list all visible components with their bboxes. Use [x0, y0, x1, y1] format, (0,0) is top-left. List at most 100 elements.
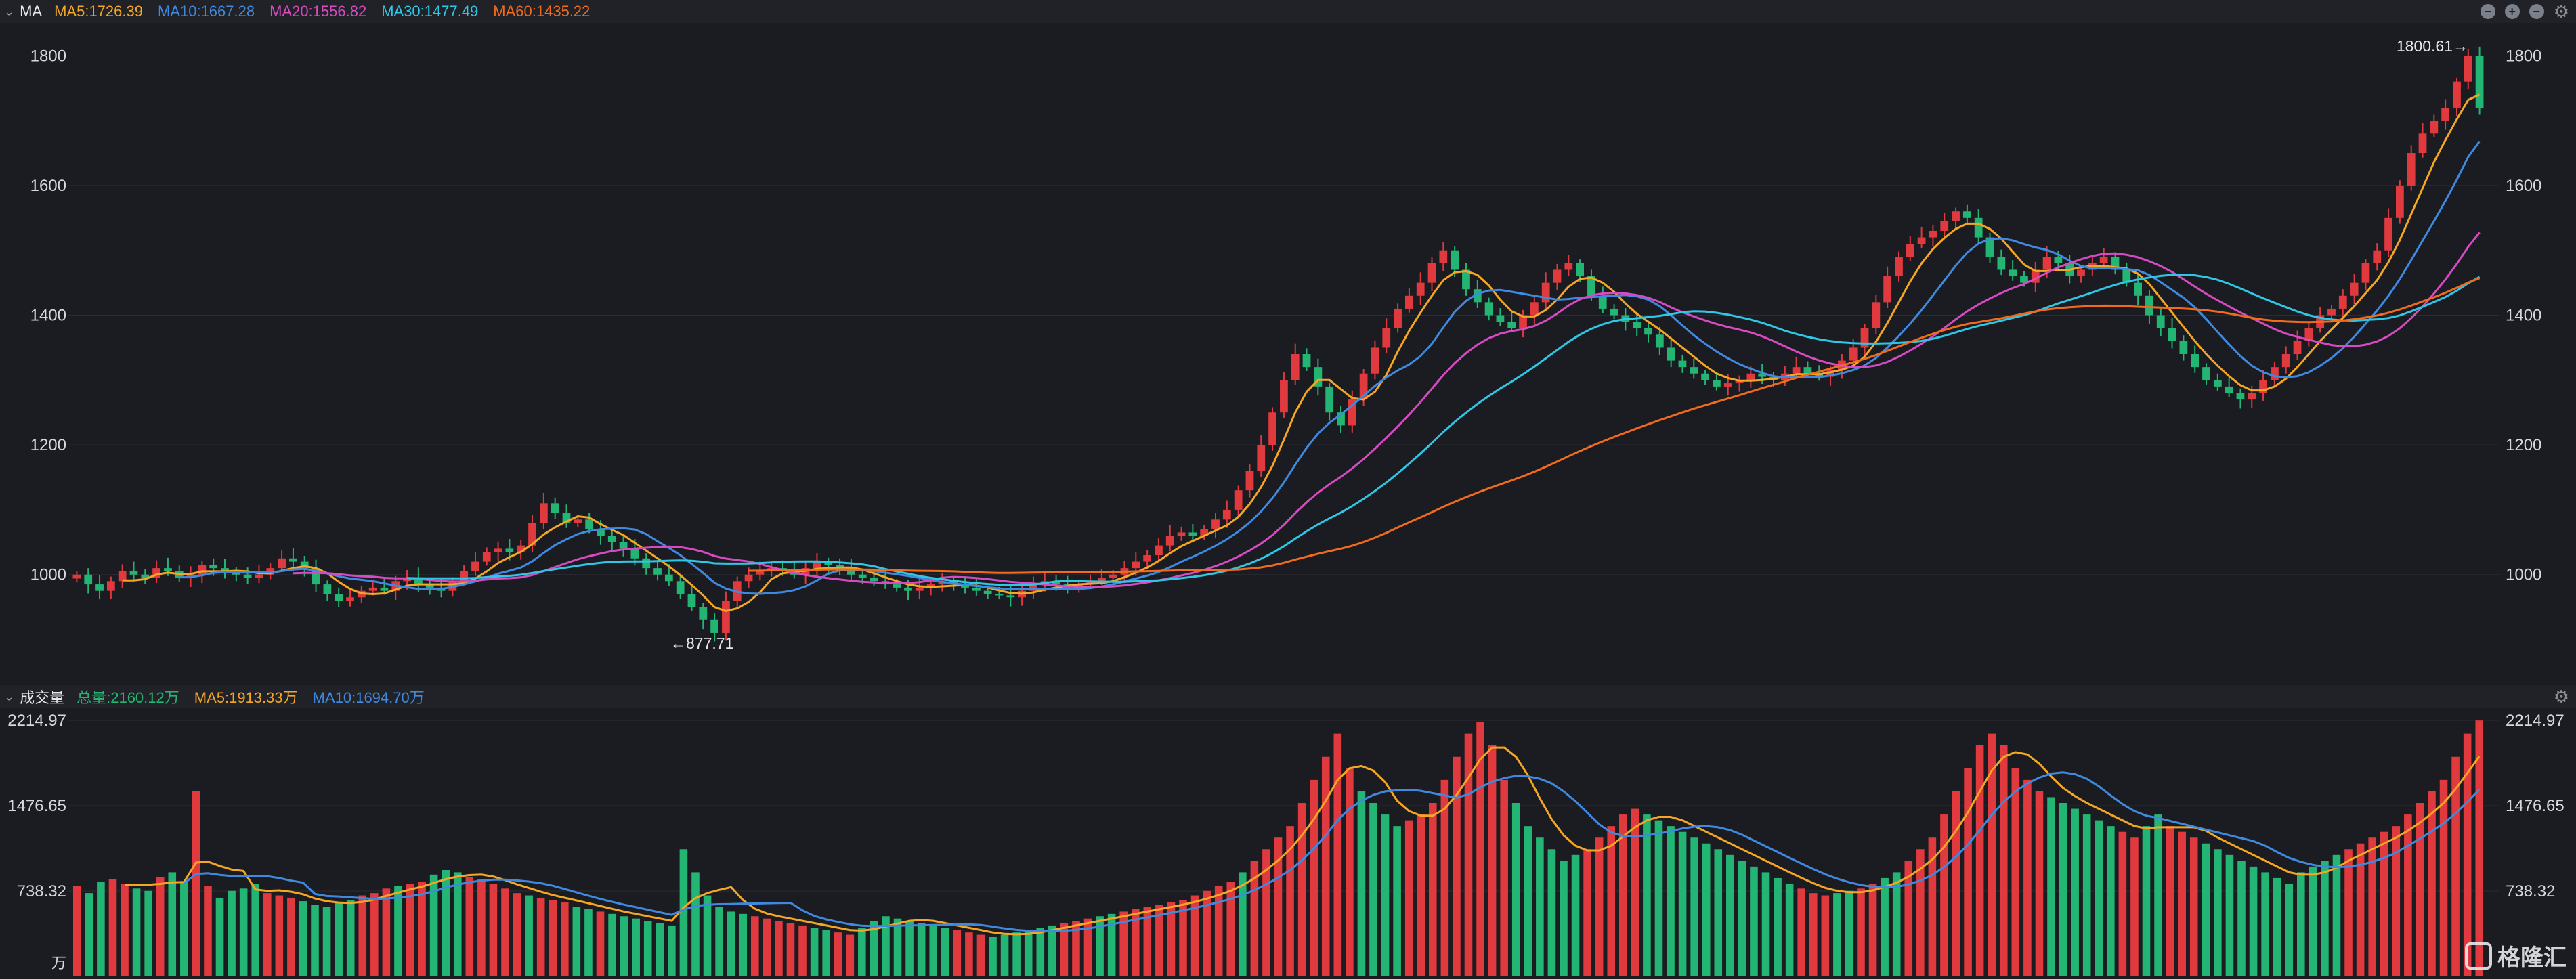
volume-bar: [536, 897, 545, 976]
volume-bar: [1476, 722, 1484, 976]
volume-bar: [1547, 849, 1556, 976]
y-tick-left: 1476.65: [7, 797, 66, 815]
volume-bar: [2214, 849, 2222, 976]
candle: [403, 578, 411, 582]
candlestick-chart[interactable]: 1800 1600 1400 1200 1000 1800 1600 1400 1200 100…: [0, 23, 2576, 685]
volume-bar: [513, 893, 521, 976]
volume-bar: [180, 882, 188, 976]
volume-bar: [1488, 745, 1497, 976]
candle: [687, 594, 696, 607]
volume-bar: [703, 895, 712, 976]
volume-bar: [1714, 849, 1723, 976]
volume-bar: [1357, 791, 1366, 976]
volume-bar: [596, 911, 605, 976]
volume-bar: [1821, 895, 1830, 976]
volume-bar: [2321, 861, 2329, 976]
volume-bar: [763, 918, 771, 976]
volume-bar: [1286, 826, 1294, 976]
watermark-text: 格隆汇: [2497, 945, 2567, 971]
candle: [494, 548, 502, 552]
ma30-indicator: MA30:1477.49: [381, 3, 479, 20]
volume-bar: [905, 921, 914, 976]
collapse-chevron-icon[interactable]: ⌄: [4, 4, 15, 18]
candle: [2042, 257, 2051, 270]
candle: [1883, 276, 1892, 303]
ma5-indicator: MA5:1726.39: [54, 3, 143, 20]
candle: [744, 574, 753, 582]
candle: [1416, 282, 1425, 296]
y-tick-right: 1476.65: [2506, 797, 2564, 815]
candle: [2453, 81, 2461, 108]
volume-bar: [1654, 820, 1663, 976]
candle: [2350, 282, 2359, 296]
candle: [209, 565, 218, 569]
candle: [414, 578, 423, 585]
volume-bar: [1083, 918, 1092, 976]
candle: [1291, 354, 1300, 380]
volume-bar: [1333, 733, 1342, 976]
candle: [2418, 133, 2427, 154]
plus-icon[interactable]: +: [2504, 4, 2520, 19]
ma-line: [748, 277, 2481, 574]
volume-bar: [2118, 831, 2127, 976]
volume-bar: [810, 928, 819, 976]
candle: [1655, 334, 1664, 348]
volume-bar: [2095, 820, 2103, 976]
candle: [152, 568, 161, 578]
volume-bar: [1702, 843, 1711, 976]
volume-bar: [1511, 803, 1520, 976]
candle: [813, 561, 821, 569]
minus-icon[interactable]: −: [2480, 4, 2495, 19]
volume-bar: [1726, 854, 1734, 976]
collapse-chevron-icon[interactable]: ⌄: [4, 689, 15, 703]
candle: [1314, 367, 1323, 387]
candle: [368, 587, 377, 591]
candle: [505, 548, 514, 552]
candle: [574, 519, 582, 523]
volume-bar: [834, 932, 842, 976]
ma-line: [293, 232, 2481, 588]
volume-bar: [465, 877, 474, 976]
volume-bar: [442, 869, 450, 976]
volume-bar: [2237, 861, 2246, 976]
volume-bar: [2463, 733, 2472, 976]
candle: [2111, 257, 2120, 270]
volume-bar: [893, 918, 902, 976]
ma-line: [179, 140, 2481, 595]
candle: [1029, 584, 1037, 591]
y-tick-right: 1600: [2506, 177, 2541, 195]
volume-chart[interactable]: 2214.97 1476.65 738.32 2214.97 1476.65 738.3…: [0, 708, 2576, 979]
volume-bar: [1250, 861, 1259, 976]
volume-bar: [2368, 837, 2376, 976]
volume-bar: [204, 886, 212, 976]
volume-bar: [1000, 934, 1009, 976]
volume-bar: [561, 902, 569, 976]
candle: [1564, 263, 1573, 270]
volume-bar: [1845, 890, 1853, 976]
candle: [1371, 347, 1379, 374]
candle: [2293, 341, 2302, 354]
candle: [1382, 328, 1391, 348]
candle: [995, 594, 1004, 596]
volume-bar: [2380, 831, 2388, 976]
ma-line: [122, 93, 2481, 612]
candle: [562, 513, 571, 523]
candle: [129, 571, 138, 575]
gear-icon[interactable]: ⚙: [2553, 687, 2569, 707]
volume-bar: [228, 890, 236, 976]
volume-bar: [917, 923, 926, 976]
volume-bar: [418, 882, 426, 976]
volume-bar: [1464, 733, 1473, 976]
candle: [722, 601, 730, 633]
volume-bar: [1738, 861, 1746, 976]
y-tick-left: 2214.97: [7, 712, 66, 730]
volume-bar: [1369, 803, 1377, 976]
volume-bar: [2082, 814, 2091, 976]
volume-unit-label: 万: [51, 955, 66, 972]
volume-bar: [1346, 768, 1354, 976]
minus-circle-icon[interactable]: −: [2529, 4, 2544, 19]
candle: [289, 558, 297, 562]
volume-bar: [1952, 791, 1960, 976]
gear-icon[interactable]: ⚙: [2553, 1, 2569, 22]
candle: [1587, 276, 1595, 296]
